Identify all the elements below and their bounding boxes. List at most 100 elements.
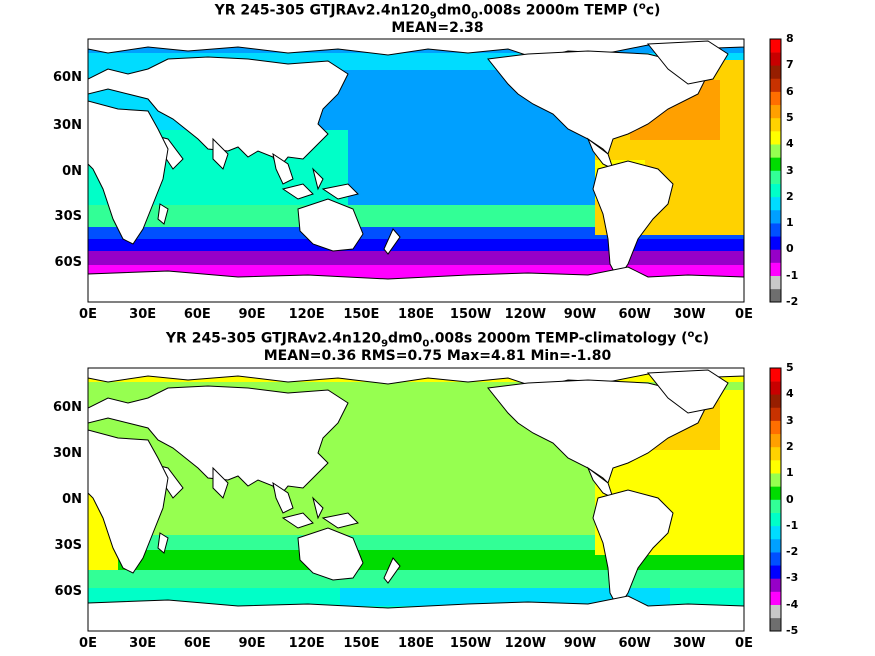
panel2-colorbar-swatch [770,499,781,513]
panel2-colorbar-swatch [770,578,781,592]
panel1-colorbar-border [769,38,782,303]
panel1-lon-label: 180E [397,307,435,322]
panel1-lat-label: 60S [54,255,82,270]
panel2-colorbar [769,367,782,632]
panel2-colorbar-swatch [770,420,781,435]
panel1-lon-label: 150E [343,307,380,322]
panel1-lat-label: 30N [53,118,82,133]
panel2-colorbar-swatch [770,552,781,566]
panel2-colorbar-swatch [770,591,781,605]
panel1-frame [87,38,745,303]
panel2-lon-label: 60W [618,636,651,651]
panel2-colorbar-label: 5 [786,361,794,374]
panel1-colorbar-swatch [770,52,781,66]
panel1-colorbar-swatch [770,78,781,92]
panel1-colorbar-swatch [770,209,781,224]
panel2-lon-label: 120E [288,636,325,651]
panel1-lon-label: 30W [673,307,706,322]
panel2-lon-label: 0E [735,636,753,651]
panel1-lon-label: 60W [618,307,651,322]
panel1-colorbar-label: 8 [786,32,794,45]
panel1-colorbar-swatch [770,183,781,198]
panel1-lon-label: 90E [238,307,266,322]
panel1-colorbar-swatch [770,288,781,303]
panel1-lon-label: 0E [79,307,97,322]
panel2-colorbar-swatch [770,565,781,579]
panel1-colorbar-label: 6 [786,84,794,98]
panel2-lon-label: 30E [129,636,157,651]
panel2-lon-label: 30W [673,636,706,651]
panel2-colorbar-swatch [770,512,781,527]
panel2-lat-label: 0N [62,492,82,507]
panel1-colorbar-label: -1 [786,268,799,282]
panel1-colorbar-swatch [770,104,781,119]
panel1-colorbar-swatch [770,65,781,79]
panel1-colorbar [769,38,782,303]
panel1-colorbar-swatch [770,39,781,53]
panel1-colorbar-swatch [770,91,781,106]
panel1-lon-label: 30E [129,307,157,322]
panel2-colorbar-swatch [770,446,781,461]
panel2-frame [87,367,745,632]
panel1-lon-label: 60E [183,307,211,322]
panel1-colorbar-label: 1 [786,216,794,230]
panel2-colorbar-swatch [770,604,781,619]
panel2-colorbar-label: 2 [786,439,794,453]
panel2-lon-label: 120W [504,636,547,651]
panel2-colorbar-label: 4 [786,387,794,401]
panel1-colorbar-swatch [770,144,781,158]
panel2-colorbar-label: -2 [786,545,799,559]
panel2-colorbar-swatch [770,525,781,540]
panel1-colorbar-label: 3 [786,163,794,177]
panel1-colorbar-swatch [770,275,781,290]
panel2-lat-label: 60S [54,584,82,599]
panel1-colorbar-swatch [770,262,781,276]
panel2-colorbar-label: 0 [786,492,794,506]
panel1-colorbar-swatch [770,170,781,184]
panel1-colorbar-swatch [770,117,781,132]
panel2-lat-label: 30S [54,538,82,553]
panel2-colorbar-swatch [770,538,781,553]
panel2-lat-label: 30N [53,446,82,461]
panel1-lon-label: 90W [563,307,597,322]
panel2-colorbar-label: -1 [786,518,799,532]
panel1-lat-label: 0N [62,164,82,179]
panel2-lon-label: 60E [183,636,211,651]
panel1-lat-label: 30S [54,209,82,224]
panel2-lon-label: 90E [238,636,266,651]
panel2-colorbar-border [769,367,782,632]
panel2-colorbar-label: -3 [786,571,799,585]
panel2-lon-label: 0E [79,636,97,651]
panel2-colorbar-swatch [770,617,781,632]
panel2-colorbar-swatch [770,394,781,408]
panel2-colorbar-label: -4 [786,597,799,611]
panel1-colorbar-swatch [770,223,781,237]
panel2-colorbar-swatch [770,368,781,382]
panel1-colorbar-label: 2 [786,189,794,203]
panel2-colorbar-label: -5 [786,624,799,637]
panel1-title-line1: YR 245-305 GTJRAv2.4n1209dm00.008s 2000m… [214,1,661,22]
panel2-title-line2: MEAN=0.36 RMS=0.75 Max=4.81 Min=-1.80 [263,348,612,364]
panel2-lon-label: 150E [343,636,380,651]
panel2-colorbar-swatch [770,381,781,395]
panel2-lon-label: 90W [563,636,597,651]
panel2-colorbar-label: 1 [786,466,794,480]
panel2-colorbar-swatch [770,460,781,474]
panel1-lon-label: 120E [288,307,325,322]
panel1-map [88,39,744,302]
panel2-colorbar-swatch [770,473,781,487]
panel1-lon-label: 150W [449,307,492,322]
panel2-lat-label: 60N [53,400,82,415]
panel1-lat-label: 60N [53,70,82,85]
panel1-colorbar-swatch [770,196,781,211]
panel1-colorbar-swatch [770,249,781,263]
panel1-colorbar-label: -2 [786,295,799,308]
panel2-title-line1: YR 245-305 GTJRAv2.4n1209dm00.008s 2000m… [165,329,710,350]
panel1-colorbar-swatch [770,157,781,171]
panel1-title-line2: MEAN=2.38 [391,20,484,36]
panel2-colorbar-swatch [770,407,781,421]
panel1-lon-label: 120W [504,307,547,322]
panel1-colorbar-label: 0 [786,242,794,256]
panel1-colorbar-label: 4 [786,137,794,151]
